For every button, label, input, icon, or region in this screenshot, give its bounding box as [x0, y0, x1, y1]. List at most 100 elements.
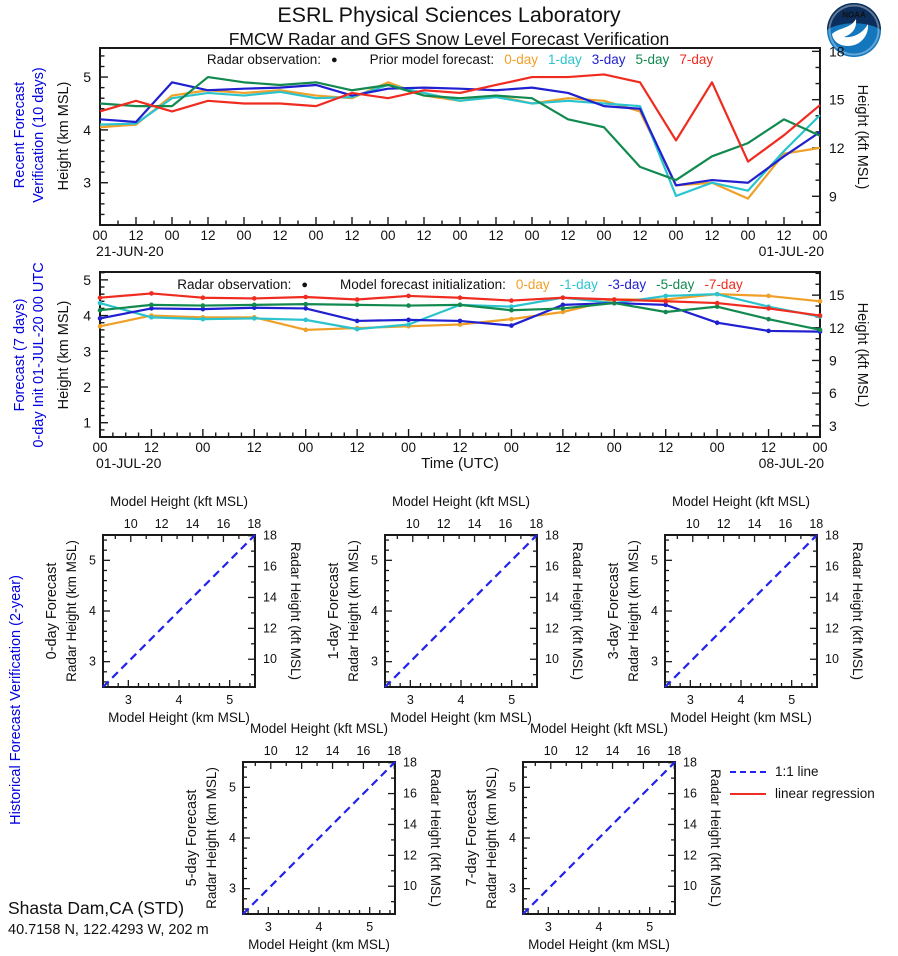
svg-text:Radar Height (km MSL): Radar Height (km MSL) — [626, 540, 641, 682]
axis-ticks — [385, 535, 537, 687]
svg-text:00: 00 — [452, 228, 467, 243]
date-left: 01-JUL-20 — [96, 455, 162, 471]
svg-text:12: 12 — [575, 744, 589, 758]
svg-text:Model Height (km MSL): Model Height (km MSL) — [528, 937, 670, 952]
svg-text:3: 3 — [83, 175, 91, 191]
recent-verification-chart: 3 4 5 9 12 15 18 00 12 00 12 00 12 00 12 00 12 00 12 00 12 00… — [83, 43, 845, 259]
axis-ticks — [99, 272, 821, 438]
axis-titles: Model Height (kft MSL) Model Height (km M… — [464, 721, 723, 952]
svg-text:00: 00 — [607, 440, 622, 455]
recent-chart-ylabel-kft: Height (kft MSL) — [854, 84, 870, 190]
svg-text:12: 12 — [825, 621, 839, 635]
svg-text:10: 10 — [264, 744, 278, 758]
svg-text:12: 12 — [155, 517, 169, 531]
series-7-day — [99, 73, 821, 163]
svg-text:18: 18 — [247, 517, 261, 531]
legend-series-1-day: 1-day — [547, 52, 582, 67]
legend-series--7-day: -7-day — [704, 277, 743, 292]
station-name: Shasta Dam,CA (STD) — [8, 898, 185, 918]
legend-series-7-day: 7-day — [679, 52, 714, 67]
svg-text:00: 00 — [92, 440, 107, 455]
legend-series-3-day: 3-day — [591, 52, 626, 67]
svg-text:12: 12 — [437, 517, 451, 531]
scatter-title: 7-day Forecast — [464, 790, 480, 887]
svg-text:00: 00 — [524, 228, 539, 243]
svg-text:16: 16 — [545, 560, 559, 574]
one-to-one-line-sample — [730, 770, 766, 773]
svg-text:12: 12 — [128, 228, 143, 243]
regression-line-sample — [730, 792, 766, 795]
svg-text:3: 3 — [509, 882, 516, 896]
svg-text:10: 10 — [263, 652, 277, 666]
svg-text:3: 3 — [545, 920, 552, 934]
svg-text:9: 9 — [829, 352, 837, 368]
svg-text:12: 12 — [144, 440, 159, 455]
svg-text:10: 10 — [825, 652, 839, 666]
svg-text:3: 3 — [829, 418, 837, 434]
svg-text:10: 10 — [686, 517, 700, 531]
recent-chart-side-label-1: Recent Forecast — [12, 81, 28, 189]
svg-text:00: 00 — [380, 228, 395, 243]
svg-text:5: 5 — [509, 780, 516, 794]
svg-text:00: 00 — [668, 228, 683, 243]
svg-text:Radar Height (km MSL): Radar Height (km MSL) — [204, 767, 219, 909]
svg-text:16: 16 — [403, 787, 417, 801]
svg-text:00: 00 — [164, 228, 179, 243]
series-3-day — [99, 81, 821, 187]
scatter-title: 1-day Forecast — [326, 563, 342, 660]
svg-text:12: 12 — [295, 744, 309, 758]
legend-model-forecast-label: Prior model forecast: — [369, 52, 495, 67]
station-coordinates: 40.7158 N, 122.4293 W, 202 m — [8, 922, 209, 938]
one-to-one-line — [102, 534, 256, 688]
svg-text:3: 3 — [265, 920, 272, 934]
svg-text:00: 00 — [92, 228, 107, 243]
svg-text:00: 00 — [401, 440, 416, 455]
svg-text:18: 18 — [387, 744, 401, 758]
svg-text:4: 4 — [83, 122, 91, 138]
svg-text:18: 18 — [545, 529, 559, 543]
legend-series--5-day: -5-day — [656, 277, 695, 292]
date-right: 08-JUL-20 — [759, 455, 825, 471]
svg-text:12: 12 — [200, 228, 215, 243]
svg-text:Radar Height (kft MSL): Radar Height (kft MSL) — [288, 542, 303, 680]
svg-text:12: 12 — [658, 440, 673, 455]
svg-text:00: 00 — [195, 440, 210, 455]
svg-text:4: 4 — [83, 308, 91, 324]
svg-text:14: 14 — [606, 744, 620, 758]
svg-text:10: 10 — [124, 517, 138, 531]
svg-text:12: 12 — [403, 848, 417, 862]
svg-text:10: 10 — [403, 879, 417, 893]
svg-text:Radar Height (kft MSL): Radar Height (kft MSL) — [708, 769, 723, 907]
historical-verification-label: Historical Forecast Verification (2-year… — [8, 575, 24, 825]
svg-text:Model Height (kft MSL): Model Height (kft MSL) — [672, 494, 810, 509]
svg-text:12: 12 — [829, 140, 845, 156]
series--3-day — [97, 300, 823, 334]
svg-text:Radar Height (kft MSL): Radar Height (kft MSL) — [428, 769, 443, 907]
svg-text:14: 14 — [683, 817, 697, 831]
axis-titles: Model Height (kft MSL) Model Height (km M… — [326, 494, 585, 725]
svg-text:12: 12 — [632, 228, 647, 243]
svg-text:14: 14 — [545, 590, 559, 604]
svg-text:16: 16 — [263, 560, 277, 574]
series-5-day — [99, 75, 821, 182]
recent-chart-ylabel-km: Height (km MSL) — [56, 81, 72, 191]
axis-ticks — [665, 535, 817, 687]
svg-text:18: 18 — [809, 517, 823, 531]
series--7-day — [97, 291, 823, 318]
svg-text:16: 16 — [825, 560, 839, 574]
page-title: ESRL Physical Sciences Laboratory — [277, 3, 621, 27]
svg-text:00: 00 — [298, 440, 313, 455]
svg-text:12: 12 — [761, 440, 776, 455]
legend-radar-observation-label: Radar observation: — [177, 277, 292, 292]
svg-text:Model Height (km MSL): Model Height (km MSL) — [390, 710, 532, 725]
svg-text:10: 10 — [545, 652, 559, 666]
svg-text:3: 3 — [89, 655, 96, 669]
svg-text:Radar Height (km MSL): Radar Height (km MSL) — [484, 767, 499, 909]
svg-text:Model Height (kft MSL): Model Height (kft MSL) — [250, 721, 388, 736]
svg-text:5: 5 — [83, 69, 91, 85]
svg-text:4: 4 — [651, 604, 658, 618]
